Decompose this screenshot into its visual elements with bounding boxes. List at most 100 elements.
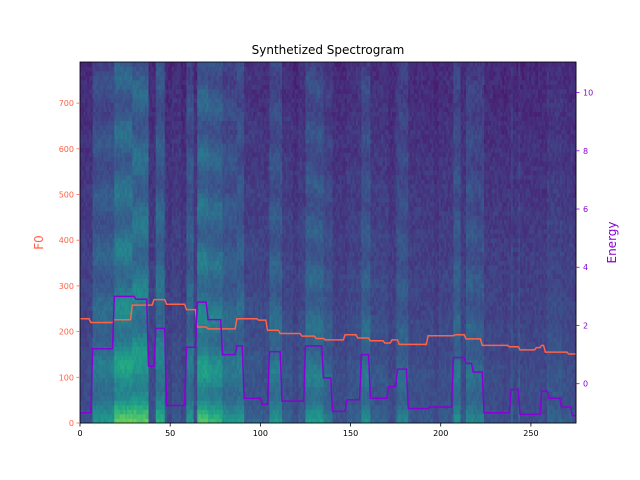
heatmap-cell [132, 323, 135, 329]
heatmap-cell [116, 413, 119, 419]
heatmap-cell [103, 328, 106, 334]
heatmap-cell [132, 111, 135, 117]
heatmap-cell [132, 400, 135, 406]
heatmap-cell [116, 287, 119, 293]
heatmap-cell [126, 84, 130, 90]
heatmap-cell [132, 116, 135, 122]
heatmap-cell [85, 143, 88, 149]
heatmap-cell [92, 301, 95, 307]
heatmap-cell [114, 116, 117, 122]
heatmap-cell [107, 219, 110, 225]
heatmap-cell [103, 170, 106, 176]
heatmap-cell [107, 93, 110, 99]
heatmap-cell [89, 71, 92, 76]
heatmap-cell [103, 278, 106, 284]
heatmap-cell [81, 107, 84, 113]
heatmap-cell [128, 107, 131, 113]
heatmap-cell [92, 283, 95, 289]
heatmap-cell [134, 256, 137, 261]
heatmap-cell [137, 224, 140, 230]
heatmap-cell [101, 395, 104, 401]
heatmap-cell [116, 120, 119, 126]
heatmap-cell [114, 319, 117, 325]
heatmap-cell [92, 256, 95, 261]
heatmap-cell [108, 332, 112, 338]
heatmap-cell [87, 409, 90, 415]
heatmap-cell [116, 129, 119, 135]
heatmap-cell [130, 233, 133, 239]
heatmap-cell [132, 192, 135, 198]
heatmap-cell [128, 355, 131, 361]
heatmap-cell [119, 93, 122, 99]
heatmap-cell [99, 386, 103, 392]
heatmap-cell [137, 156, 140, 162]
heatmap-cell [90, 143, 94, 149]
heatmap-cell [123, 80, 126, 85]
heatmap-cell [103, 413, 106, 419]
heatmap-cell [90, 219, 94, 225]
heatmap-cell [90, 314, 94, 320]
heatmap-cell [114, 152, 117, 158]
heatmap-cell [107, 296, 110, 302]
heatmap-cell [81, 296, 84, 302]
heatmap-cell [81, 147, 84, 153]
heatmap-cell [132, 215, 135, 221]
heatmap-cell [135, 386, 139, 392]
heatmap-cell [101, 278, 104, 284]
heatmap-cell [107, 125, 110, 131]
heatmap-cell [126, 152, 130, 158]
heatmap-cell [125, 386, 128, 392]
heatmap-cell [123, 386, 126, 392]
heatmap-cell [98, 107, 101, 113]
heatmap-cell [94, 337, 97, 343]
heatmap-cell [98, 156, 101, 162]
heatmap-cell [83, 305, 86, 311]
heatmap-cell [103, 66, 106, 72]
heatmap-cell [114, 287, 117, 293]
heatmap-cell [114, 413, 117, 419]
heatmap-cell [94, 152, 97, 158]
heatmap-cell [99, 283, 103, 289]
heatmap-cell [121, 404, 124, 410]
heatmap-cell [125, 346, 128, 352]
heatmap-cell [110, 228, 113, 234]
heatmap-cell [134, 183, 137, 189]
heatmap-cell [83, 391, 86, 397]
heatmap-cell [123, 382, 126, 388]
heatmap-cell [128, 174, 131, 180]
heatmap-cell [123, 323, 126, 329]
heatmap-cell [116, 233, 119, 239]
heatmap-cell [114, 107, 117, 113]
heatmap-cell [112, 346, 115, 352]
heatmap-cell [123, 161, 126, 167]
heatmap-cell [137, 210, 140, 216]
heatmap-cell [135, 256, 139, 261]
heatmap-cell [99, 210, 103, 216]
heatmap-cell [85, 256, 88, 261]
heatmap-cell [130, 341, 133, 347]
heatmap-cell [99, 219, 103, 225]
heatmap-cell [105, 386, 108, 392]
heatmap-cell [125, 116, 128, 122]
heatmap-cell [80, 319, 83, 325]
heatmap-cell [112, 201, 115, 207]
heatmap-cell [101, 247, 104, 252]
heatmap-cell [128, 404, 131, 410]
heatmap-cell [92, 143, 95, 149]
heatmap-cell [92, 179, 95, 185]
heatmap-cell [107, 409, 110, 415]
heatmap-cell [132, 247, 135, 252]
heatmap-cell [94, 377, 97, 383]
heatmap-cell [132, 183, 135, 189]
heatmap-cell [117, 332, 121, 338]
heatmap-cell [103, 404, 106, 410]
heatmap-cell [110, 192, 113, 198]
heatmap-cell [116, 188, 119, 194]
heatmap-cell [107, 301, 110, 307]
heatmap-cell [94, 71, 97, 76]
heatmap-cell [103, 116, 106, 122]
heatmap-cell [112, 350, 115, 356]
heatmap-cell [99, 206, 103, 212]
heatmap-cell [83, 237, 86, 243]
heatmap-cell [125, 404, 128, 410]
